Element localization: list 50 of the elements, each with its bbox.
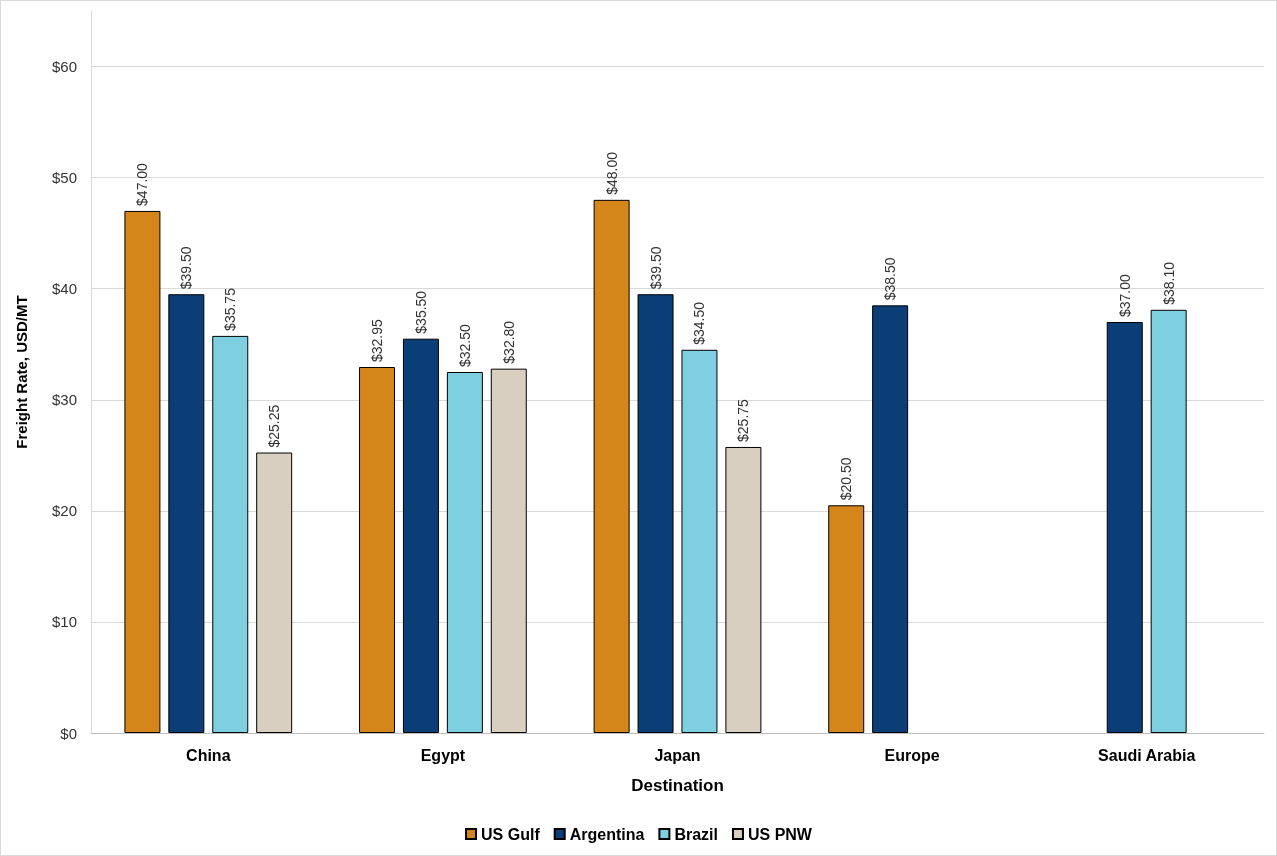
y-tick-label: $0 [60, 724, 77, 742]
y-tick-label: $10 [51, 613, 77, 631]
x-tick-label: Japan [654, 746, 701, 764]
data-label: $39.50 [647, 246, 664, 290]
legend-label: US PNW [747, 825, 813, 843]
data-label: $20.50 [838, 457, 855, 501]
data-label: $25.75 [735, 398, 752, 442]
bar [872, 305, 909, 733]
bar [725, 446, 762, 733]
bar [402, 338, 439, 733]
data-label: $35.75 [222, 287, 239, 331]
bar [212, 335, 249, 733]
data-label: $25.25 [266, 404, 283, 448]
y-tick-label: $40 [51, 280, 77, 298]
bar [1150, 309, 1187, 733]
bar [168, 294, 205, 733]
y-tick-label: $20 [51, 502, 77, 520]
legend-label: Brazil [674, 825, 718, 843]
x-tick-label: Europe [884, 746, 940, 764]
bar [593, 199, 630, 733]
y-axis-title: Freight Rate, USD/MT [13, 295, 30, 449]
data-label: $38.50 [882, 257, 899, 301]
data-label: $32.50 [456, 323, 473, 367]
y-tick-label: $60 [51, 58, 77, 76]
bar [490, 368, 527, 733]
x-tick-label: Saudi Arabia [1098, 746, 1196, 764]
bar [256, 452, 293, 733]
data-label: $32.80 [500, 320, 517, 364]
x-tick-label: Egypt [420, 746, 466, 764]
data-label: $48.00 [603, 151, 620, 195]
legend-label: Argentina [569, 825, 645, 843]
x-axis-title: Destination [631, 776, 724, 795]
y-tick-label: $30 [51, 391, 77, 409]
bar [124, 210, 161, 733]
data-label: $47.00 [134, 162, 151, 206]
bar [681, 349, 718, 733]
data-label: $37.00 [1116, 273, 1133, 318]
bar [1106, 322, 1143, 733]
bar [359, 367, 396, 733]
legend-label: US Gulf [481, 825, 541, 843]
data-label: $34.50 [691, 301, 708, 345]
data-label: $35.50 [412, 290, 429, 334]
bar [637, 294, 674, 733]
y-tick-label: $50 [51, 169, 77, 187]
bar [446, 372, 483, 733]
bar [828, 505, 865, 733]
data-label: $39.50 [178, 246, 195, 290]
data-label: $32.95 [369, 318, 386, 362]
x-tick-label: China [186, 746, 231, 764]
data-label: $38.10 [1160, 261, 1177, 305]
